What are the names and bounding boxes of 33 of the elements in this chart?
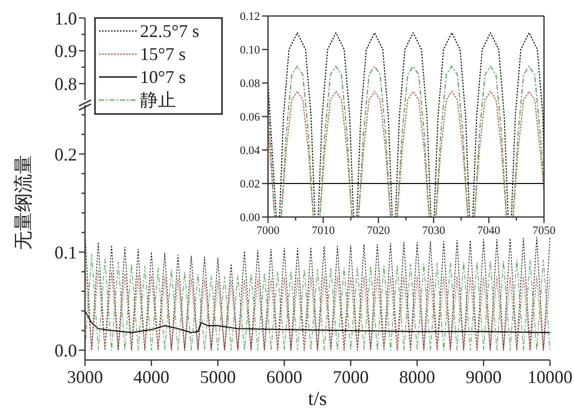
x-tick-label: 4000 — [133, 367, 170, 388]
x-tick-label: 9000 — [466, 367, 502, 388]
x-axis-title: t/s — [308, 388, 328, 410]
legend-label: 22.5°7 s — [140, 21, 200, 41]
y-tick-label: 0.04 — [240, 145, 260, 158]
y-tick-label: 0.8 — [54, 74, 77, 94]
x-tick-label: 7000 — [256, 224, 280, 237]
y-tick-label: 0.00 — [240, 212, 260, 224]
legend-label: 15°7 s — [140, 44, 186, 64]
x-tick-label: 7040 — [477, 224, 501, 237]
y-tick-label: 0.0 — [54, 340, 77, 360]
x-tick-label: 7020 — [366, 224, 390, 237]
y-tick-label: 0.12 — [240, 11, 260, 24]
y-tick-label: 0.02 — [240, 178, 260, 191]
y-tick-label: 0.10 — [240, 44, 260, 57]
x-tick-label: 5000 — [200, 367, 236, 388]
x-tick-label: 7050 — [532, 224, 556, 237]
x-tick-label: 6000 — [266, 367, 302, 388]
y-tick-label: 0.06 — [240, 112, 260, 124]
x-tick-label: 8000 — [399, 367, 436, 388]
x-tick-label: 10000 — [528, 367, 572, 388]
y-tick-label: 0.08 — [240, 78, 260, 90]
x-tick-label: 7010 — [312, 224, 335, 237]
x-tick-label: 7000 — [332, 367, 369, 388]
y-tick-label: 0.9 — [54, 41, 77, 62]
y-tick-label: 0.2 — [54, 144, 77, 164]
y-tick-label: 0.1 — [54, 242, 77, 262]
legend-label: 静止 — [140, 90, 176, 110]
x-tick-label: 7030 — [422, 224, 446, 237]
legend-label: 10°7 s — [140, 67, 186, 87]
y-axis-title: 无量纲流量 — [12, 155, 34, 250]
y-tick-label: 1.0 — [54, 8, 77, 28]
x-tick-label: 3000 — [67, 367, 103, 388]
